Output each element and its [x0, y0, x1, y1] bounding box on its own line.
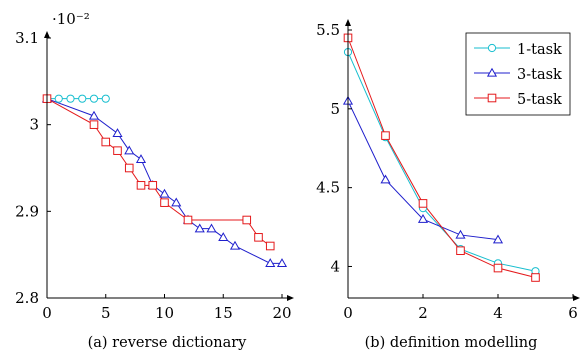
panel-a-series-5-task-point: [101, 137, 111, 147]
panel-b-x-tick-label: 0: [343, 304, 353, 322]
panel-b-series-5-task-point: [418, 199, 428, 208]
panel-b-series-3-task-point: [492, 234, 504, 244]
panel-a-y-arrow: [44, 31, 50, 38]
legend-1-task-swatch-marker: [487, 43, 497, 53]
panel-b-series-3-task-point: [417, 213, 429, 223]
panel-a-x-tick-label: 20: [272, 304, 291, 322]
panel-a-series-5-task-point: [89, 120, 99, 129]
panel-a-series-3-task-point: [194, 223, 205, 233]
panel-a-series-5-task-point: [183, 215, 193, 225]
panel-a-series-1-task-point: [101, 94, 110, 103]
panel-b-series-1-task-line: [347, 51, 536, 272]
legend-entry-1-label: 1-task: [517, 42, 562, 58]
panel-b-series-5-task-point: [531, 273, 540, 282]
panel-a-y-tick-label: 3: [29, 116, 39, 134]
panel-a-x-tick-label: 15: [214, 304, 233, 322]
panel-a-series-3-task-point: [265, 258, 276, 267]
panel-a-series-5-task-point: [254, 233, 263, 242]
panel-a-series-3-task-point: [218, 232, 229, 241]
legend-entry-2-label: 3-task: [517, 67, 562, 83]
panel-a-ticks: 0 5 10 15 20 2.8 2.9 3 3.1: [15, 29, 291, 322]
panel-a-y-tick-label: 2.9: [15, 202, 39, 220]
panel-a-series-5-task-point: [160, 198, 169, 207]
panel-b-x-tick-label: 6: [568, 304, 578, 322]
legend: 1-task 3-task 5-task: [465, 32, 571, 116]
panel-a-series-1-task-point: [89, 94, 99, 103]
panel-b-series-5-task-point: [456, 246, 465, 256]
panel-b-ticks: 0 2 4 6 4 4.5 5 5.5: [316, 21, 578, 322]
panel-a-series-5-task-point: [124, 163, 134, 173]
panel-b-y-tick-label: 5: [330, 100, 340, 118]
panel-a-series-3-task-point: [159, 188, 170, 198]
panel-b-series: [342, 33, 540, 282]
panel-b-y-tick-label: 4: [330, 257, 340, 275]
panel-a-x-tick-label: 5: [101, 304, 111, 322]
panel-reverse-dictionary: 0 5 10 15 20 2.8 2.9 3 3.1 ·10⁻² (a) reverse dic…: [15, 10, 294, 351]
panel-a-series-3-task-line: [46, 98, 282, 264]
panel-a-series-3-task-point: [206, 223, 217, 233]
panel-a-series-3-task-point: [229, 240, 241, 250]
panel-a-series-3-task-point: [171, 197, 182, 207]
panel-b-y-tick-label: 5.5: [316, 21, 340, 39]
panel-a-series-5-task-point: [265, 241, 275, 251]
panel-b-series-5-task-line: [347, 37, 536, 278]
panel-b-y-tick-label: 4.5: [316, 179, 340, 197]
panel-a-exponent-label: ·10⁻²: [52, 10, 90, 28]
panel-a-series-5-task-line: [46, 98, 271, 247]
legend-entry-3-label: 5-task: [517, 92, 562, 108]
panel-b-series-3-task-point: [380, 174, 391, 184]
panel-b-series-3-task-point: [455, 229, 466, 239]
legend-items: [474, 43, 510, 103]
panel-b-series-5-task-point: [381, 131, 390, 140]
panel-a-x-arrow: [287, 295, 294, 301]
panel-b-x-tick-label: 2: [418, 304, 428, 322]
panel-b-series-5-task-point: [493, 263, 503, 273]
panel-a-series-5-task-point: [148, 181, 158, 190]
panel-b-x-tick-label: 4: [493, 304, 503, 322]
panel-a-series-3-task-point: [88, 110, 100, 120]
panel-b-y-arrow: [345, 19, 351, 26]
panel-a-caption: (a) reverse dictionary: [88, 335, 248, 351]
panel-a-series-3-task-point: [276, 258, 288, 267]
panel-a-x-tick-label: 0: [42, 304, 52, 322]
panel-a-x-tick-label: 10: [155, 304, 174, 322]
panel-b-caption: (b) definition modelling: [365, 335, 538, 351]
panel-a-y-tick-label: 3.1: [15, 29, 39, 47]
panel-a-series-5-task-point: [242, 215, 252, 225]
panel-a-series: [41, 93, 288, 267]
legend-box: [465, 32, 571, 116]
panel-a-series-3-task-point: [124, 145, 135, 155]
panel-definition-modelling: 0 2 4 6 4 4.5 5 5.5 (b) definition modelling 1-…: [316, 19, 580, 351]
panel-a-series-3-task-point: [112, 128, 123, 137]
legend-5-task-swatch-marker: [487, 93, 497, 103]
panel-a-y-tick-label: 2.8: [15, 289, 39, 307]
panel-a-series-5-task-point: [136, 181, 146, 190]
panel-a-series-3-task-point: [135, 154, 147, 163]
panel-a-series-1-task-point: [78, 94, 87, 103]
panel-a-series-1-task-point: [54, 94, 63, 103]
legend-3-task-swatch-marker: [486, 67, 498, 77]
panel-b-x-arrow: [573, 295, 580, 301]
panel-a-series-1-task-point: [66, 94, 75, 103]
panel-a-series-5-task-point: [113, 146, 122, 155]
